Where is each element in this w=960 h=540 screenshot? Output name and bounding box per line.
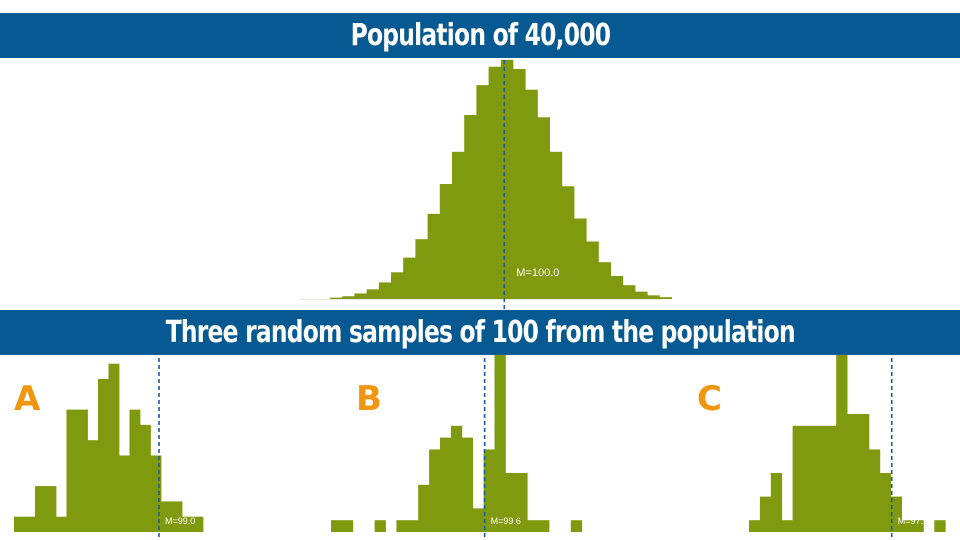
histogram-bar (440, 437, 452, 532)
histogram-bar (396, 520, 408, 532)
histogram-bar (647, 295, 660, 299)
histogram-bar (792, 425, 804, 532)
histogram-bar (500, 59, 514, 299)
histogram-bar (374, 520, 386, 532)
histogram-bar (171, 501, 183, 532)
histogram-bar (538, 520, 550, 532)
histogram-bar (119, 455, 130, 532)
histogram-bar (427, 213, 441, 299)
histogram-bar (858, 414, 870, 532)
histogram-bar (825, 425, 837, 532)
histogram-bar (391, 272, 404, 299)
histogram-bar (527, 520, 539, 532)
histogram-bar (66, 409, 78, 532)
histogram-bar (622, 285, 636, 299)
histogram-bar (461, 437, 474, 532)
histogram-bar (635, 291, 648, 299)
histogram-bar (868, 449, 881, 532)
histogram-bar (418, 484, 430, 532)
histogram-bar (14, 516, 25, 532)
histogram-bar (150, 455, 162, 532)
histogram-bar (98, 379, 109, 532)
mean-label: M=99.0 (165, 516, 195, 526)
histogram-bar (598, 262, 611, 299)
histogram-bar (366, 289, 380, 299)
histogram-bar (77, 409, 88, 532)
histogram-bar (549, 151, 563, 299)
population-banner: Population of 40,000 (0, 13, 960, 58)
population-histogram: M=100.0 (300, 59, 672, 310)
histogram-bar (890, 496, 902, 532)
histogram-bar (403, 257, 416, 299)
histogram-bar (659, 297, 672, 299)
sample-histograms: M=99.0 A M=99.6 B M=97.5 C (14, 355, 946, 540)
histogram-bar (342, 296, 355, 299)
sample-a-plot: M=99.0 A (14, 358, 204, 540)
panel-letter-c: C (697, 379, 722, 419)
histogram-bar (429, 449, 441, 532)
histogram-bar (586, 241, 599, 299)
sample-c-plot: M=97.5 C (697, 355, 946, 540)
histogram-bar (330, 297, 343, 299)
panel-letter-b: B (356, 379, 382, 419)
histogram-bar (354, 293, 367, 299)
histogram-bar (439, 184, 453, 299)
histogram-bar (415, 239, 428, 299)
samples-banner: Three random samples of 100 from the pop… (0, 310, 960, 355)
histogram-bar (24, 516, 36, 532)
histogram-bar (505, 473, 517, 532)
histogram-bar (452, 151, 465, 299)
histogram-bar (494, 355, 506, 532)
histogram-bar (847, 414, 859, 532)
histogram-bar (87, 440, 99, 532)
histogram-bar (464, 115, 477, 299)
histogram-bar (525, 89, 538, 299)
histogram-bar (182, 516, 193, 532)
histogram-bar (879, 473, 892, 532)
histogram-bar (749, 520, 761, 532)
histogram-bar (450, 425, 463, 532)
histogram-bar (836, 355, 848, 532)
histogram-bar (35, 486, 46, 532)
mean-label: M=100.0 (516, 267, 559, 279)
histogram-bar (770, 473, 783, 532)
histogram-bar (341, 520, 354, 532)
histogram-bar (781, 520, 793, 532)
histogram-bar (513, 69, 526, 299)
histogram-bar (912, 520, 924, 532)
histogram-bar (407, 520, 419, 532)
histogram-bar (378, 282, 392, 299)
histogram-bar (803, 425, 815, 532)
histogram-bar (140, 424, 151, 532)
histogram-bar (129, 409, 141, 532)
histogram-bar (331, 520, 343, 532)
histogram-bar (574, 218, 587, 299)
histogram-bar (192, 516, 204, 532)
histogram-bar (901, 520, 913, 532)
sample-b-plot: M=99.6 B (331, 355, 583, 540)
histogram-bar (488, 66, 502, 299)
mean-label: M=99.6 (491, 516, 521, 526)
histogram-bar (483, 449, 495, 532)
histogram-bar (934, 520, 946, 532)
histogram-bar (759, 496, 772, 532)
histogram-bar (561, 186, 575, 299)
histogram-bar (570, 520, 583, 532)
panel-letter-a: A (14, 379, 41, 419)
mean-label: M=97.5 (898, 516, 928, 526)
histogram-bar (610, 276, 624, 299)
histogram-bar (476, 85, 489, 299)
histogram-bar (56, 516, 67, 532)
histogram-bar (472, 508, 484, 532)
histogram-bar (537, 117, 550, 299)
population-title: Population of 40,000 (350, 18, 610, 53)
histogram-bar (161, 501, 172, 532)
histogram-bar (516, 473, 528, 532)
population-plot: M=100.0 (300, 59, 672, 310)
histogram-bar (45, 486, 57, 532)
histogram-bar (814, 425, 826, 532)
histogram-bar (108, 363, 120, 532)
samples-title: Three random samples of 100 from the pop… (165, 315, 795, 350)
